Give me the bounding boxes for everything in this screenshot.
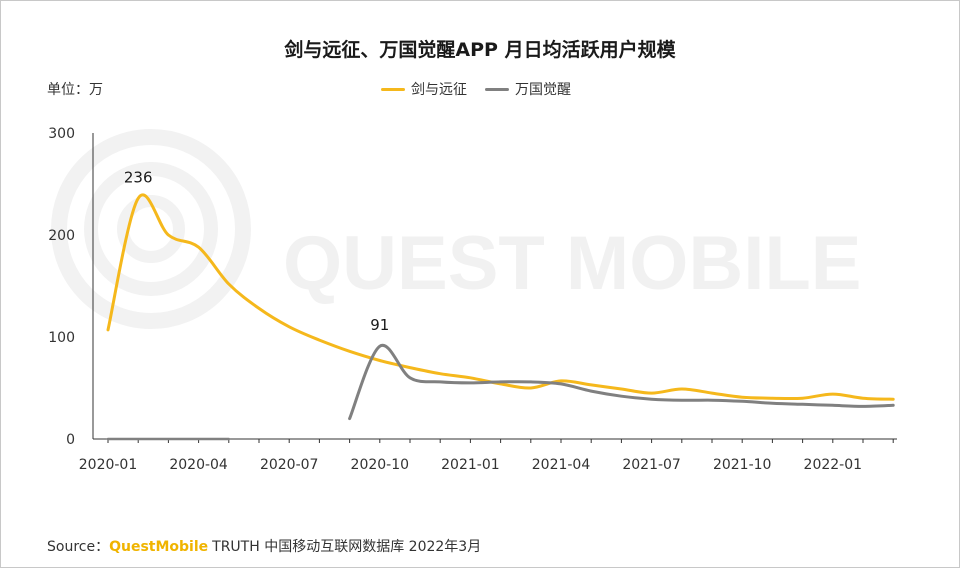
- legend-item-jianyuyuanzheng[interactable]: 剑与远征: [381, 79, 467, 99]
- source-rest: TRUTH 中国移动互联网数据库 2022年3月: [212, 539, 482, 555]
- y-tick-label: 200: [48, 228, 75, 244]
- series-line-1: [348, 343, 895, 421]
- x-tick-label: 2021-04: [532, 457, 591, 473]
- legend-label: 剑与远征: [411, 82, 467, 98]
- source-line: Source： QuestMobile TRUTH 中国移动互联网数据库 202…: [47, 536, 481, 556]
- x-tick-label: 2020-01: [79, 457, 138, 473]
- data-label: 236: [124, 168, 153, 186]
- legend-swatch-icon: [381, 87, 405, 91]
- unit-label: 单位：万: [47, 82, 103, 98]
- y-tick-label: 100: [48, 330, 75, 346]
- y-tick-label: 0: [66, 432, 75, 448]
- source-prefix: Source：: [47, 539, 110, 555]
- watermark: QUEST MOBILE: [51, 129, 861, 329]
- y-tick-label: 300: [48, 126, 75, 142]
- legend-item-wanguojuexing[interactable]: 万国觉醒: [485, 79, 571, 99]
- x-tick-label: 2020-04: [169, 457, 228, 473]
- legend: 剑与远征 万国觉醒: [381, 79, 589, 99]
- x-tick-label: 2021-01: [441, 457, 500, 473]
- x-tick-label: 2021-10: [713, 457, 772, 473]
- legend-label: 万国觉醒: [515, 82, 571, 98]
- legend-swatch-icon: [485, 87, 509, 91]
- x-tick-label: 2022-01: [804, 457, 863, 473]
- x-tick-label: 2020-10: [351, 457, 410, 473]
- brand-logo-text: QuestMobile: [109, 539, 209, 555]
- watermark-text: QUEST MOBILE: [283, 221, 861, 306]
- x-tick-label: 2021-07: [622, 457, 681, 473]
- x-tick-label: 2020-07: [260, 457, 319, 473]
- data-label: 91: [370, 316, 389, 334]
- chart-title: 剑与远征、万国觉醒APP 月日均活跃用户规模: [284, 39, 676, 61]
